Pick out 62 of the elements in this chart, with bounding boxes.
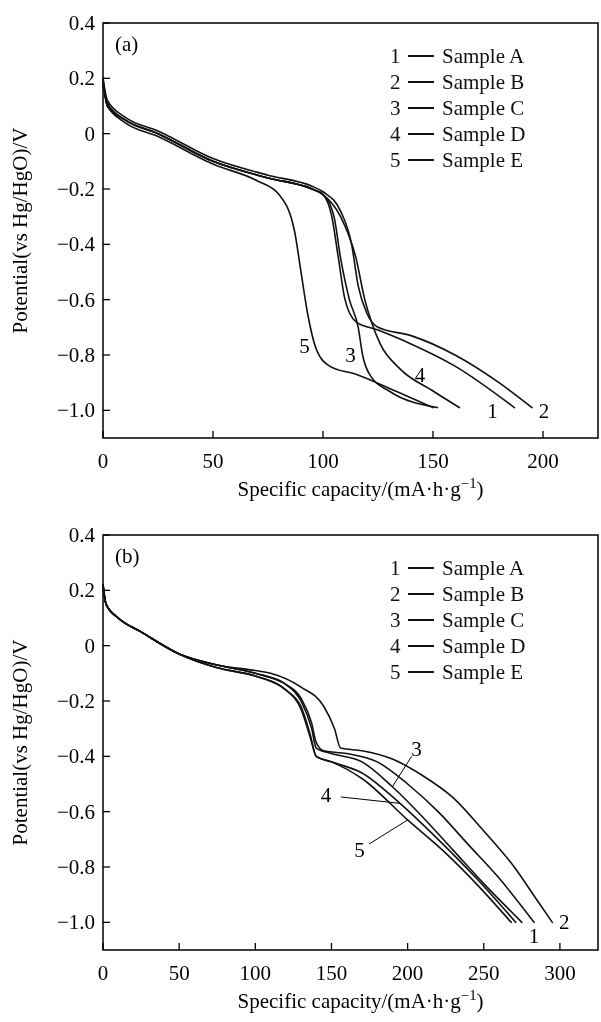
chart-title: (b) — [115, 544, 140, 568]
y-tick-label: 0 — [84, 633, 95, 658]
x-tick-label: 250 — [468, 961, 500, 985]
text: 1 — [390, 556, 401, 580]
text: 4 — [390, 122, 401, 146]
y-tick-label: 0.2 — [68, 578, 95, 603]
annotation: 3 — [411, 736, 422, 761]
x-tick-label: 300 — [544, 961, 576, 985]
x-tick-label: 200 — [391, 961, 424, 985]
x-tick-label: 100 — [239, 961, 272, 985]
x-axis-title: Specific capacity/(mA·h·g$^{−1}$) — [237, 475, 484, 501]
y-tick-label: 0 — [84, 121, 95, 146]
y-tick-label: 0.2 — [68, 66, 95, 91]
legend-label: Sample B — [442, 582, 525, 606]
legend-label: Sample E — [442, 660, 524, 684]
legend-label: Sample B — [442, 70, 525, 94]
annotation: 5 — [299, 334, 310, 359]
text: 3 — [390, 96, 401, 120]
legend-label: Sample E — [442, 148, 524, 172]
text: 5 — [390, 148, 401, 172]
annotation: 5 — [354, 837, 365, 862]
text: 2 — [390, 70, 401, 94]
text: 5 — [390, 660, 401, 684]
y-tick-label: 0.4 — [68, 11, 96, 35]
annotation: 1 — [487, 398, 498, 423]
legend-label: Sample C — [442, 608, 525, 632]
y-tick-label: −0.6 — [56, 287, 95, 312]
x-tick-label: 200 — [527, 449, 559, 473]
text: 1 — [390, 44, 401, 68]
y-tick-label: −0.2 — [56, 177, 95, 201]
legend-label: Sample A — [442, 556, 526, 580]
annotation: 2 — [538, 398, 550, 423]
y-tick-label: 0.4 — [68, 523, 96, 547]
text: 4 — [390, 634, 401, 658]
y-tick-label: −0.8 — [56, 855, 95, 879]
annotation: 1 — [528, 924, 540, 949]
chart-title: (a) — [115, 32, 139, 56]
y-tick-label: −1.0 — [56, 910, 95, 935]
annotation: 3 — [345, 343, 356, 367]
x-tick-label: 150 — [417, 449, 449, 473]
x-tick-label: 150 — [315, 961, 348, 985]
y-tick-label: −1.0 — [56, 398, 95, 423]
y-tick-label: −0.4 — [56, 232, 96, 257]
text: 2 — [390, 582, 401, 606]
text: 3 — [390, 608, 401, 632]
x-axis-title: Specific capacity/(mA·h·g$^{−1}$) — [237, 987, 484, 1013]
legend-label: Sample A — [442, 44, 526, 68]
x-tick-label: 100 — [307, 449, 339, 473]
x-tick-label: 50 — [168, 961, 190, 985]
y-tick-label: −0.6 — [56, 799, 95, 824]
annotation: 2 — [559, 910, 570, 935]
annotation: 4 — [414, 362, 426, 387]
y-axis-title: Potential(vs Hg/HgO)/V — [8, 127, 32, 334]
y-tick-label: −0.2 — [56, 689, 95, 713]
legend-label: Sample D — [442, 122, 526, 146]
legend-label: Sample C — [442, 96, 525, 120]
y-tick-label: −0.4 — [56, 744, 96, 769]
annotation: 4 — [320, 783, 332, 808]
y-axis-title: Potential(vs Hg/HgO)/V — [8, 639, 32, 846]
legend-label: Sample D — [442, 634, 526, 658]
y-tick-label: −0.8 — [56, 343, 95, 367]
x-tick-label: 50 — [202, 449, 224, 473]
